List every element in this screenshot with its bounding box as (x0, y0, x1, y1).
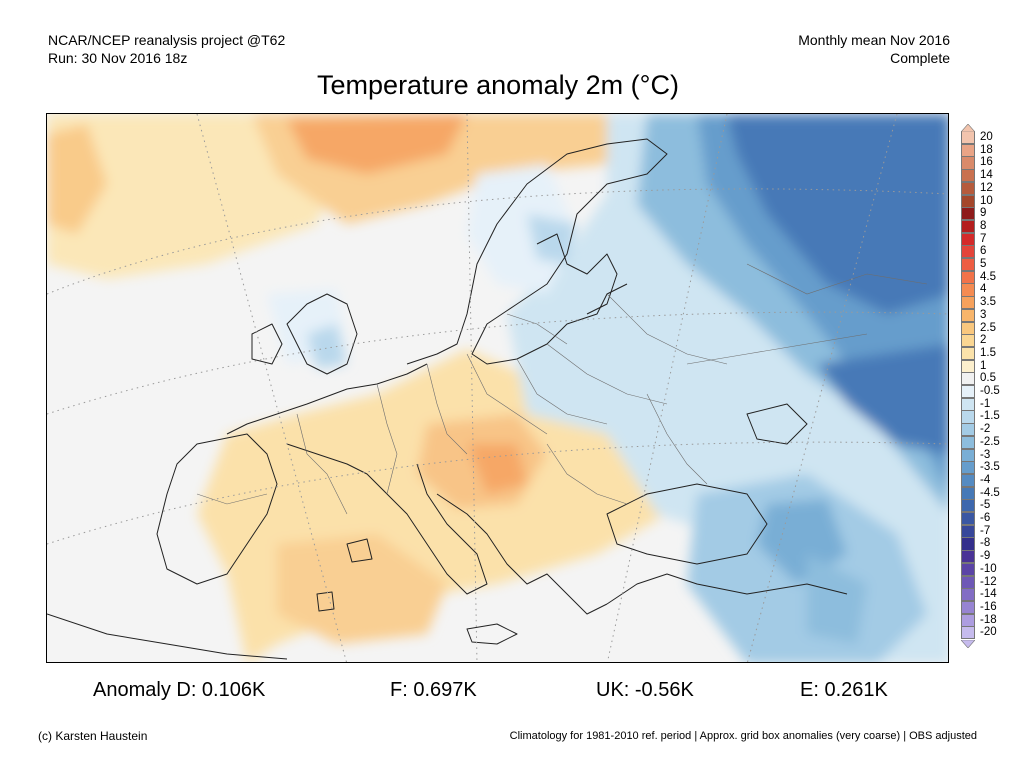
legend-swatch (961, 423, 975, 437)
legend-swatch (961, 613, 975, 627)
legend-label: -10 (980, 562, 997, 575)
legend-label: 1 (980, 359, 987, 372)
legend-swatch (961, 600, 975, 615)
legend-swatch (961, 486, 975, 500)
legend-swatch (961, 461, 975, 475)
legend-label: -1.5 (980, 410, 1000, 423)
legend-swatch (961, 194, 975, 208)
legend-swatch (961, 346, 975, 361)
legend-swatch (961, 258, 975, 272)
legend-label: 18 (980, 143, 993, 156)
legend-swatch (961, 550, 975, 564)
climatology-note: Climatology for 1981-2010 ref. period | … (509, 730, 977, 742)
legend-label: 2.5 (980, 321, 996, 334)
legend-label: -9 (980, 550, 991, 563)
legend-label: -14 (980, 588, 997, 601)
legend-label: 7 (980, 232, 987, 245)
legend-swatch (961, 588, 975, 602)
legend-label: -3 (980, 448, 991, 461)
graticule (47, 114, 948, 662)
legend-label: -5 (980, 499, 991, 512)
legend-swatch (961, 143, 975, 157)
legend-swatch (961, 207, 975, 221)
legend-swatch (961, 156, 975, 170)
anomaly-f: F: 0.697K (390, 679, 477, 701)
legend-label: -20 (980, 626, 997, 639)
legend-swatch (961, 512, 975, 526)
legend-swatch (961, 232, 975, 246)
legend-swatch (961, 385, 975, 399)
legend-swatch (961, 435, 975, 449)
legend-label: -7 (980, 524, 991, 537)
legend-swatch (961, 626, 975, 640)
legend-swatch (961, 397, 975, 411)
legend-label: 9 (980, 207, 987, 220)
legend-swatch (961, 410, 975, 424)
legend-swatch (961, 537, 975, 551)
legend-label: -12 (980, 575, 997, 588)
legend-swatch (961, 296, 975, 310)
legend-label: -16 (980, 600, 997, 613)
period-info: Monthly mean Nov 2016 (798, 32, 950, 48)
legend-label: -3.5 (980, 461, 1000, 474)
anomaly-uk: UK: -0.56K (596, 679, 694, 701)
legend-swatch (961, 219, 975, 234)
legend-swatch (961, 169, 975, 183)
legend-swatch (961, 270, 975, 284)
legend-swatch (961, 562, 975, 576)
legend-swatch (961, 499, 975, 513)
legend-label: 20 (980, 131, 993, 143)
legend-label: -4 (980, 473, 991, 486)
legend-label: -1 (980, 397, 991, 410)
legend-label: 14 (980, 169, 993, 182)
anomaly-d: Anomaly D: 0.106K (93, 679, 266, 701)
temperature-anomaly-map (46, 113, 949, 663)
legend-label: 6 (980, 245, 987, 258)
legend-label: -2.5 (980, 435, 1000, 448)
legend-arrow-up-icon (961, 124, 975, 132)
legend-label: 5 (980, 258, 987, 270)
map-title: Temperature anomaly 2m (°C) (317, 70, 679, 100)
legend-arrow-down-icon (961, 640, 975, 648)
legend-swatch (961, 131, 975, 145)
legend-swatch (961, 359, 975, 373)
legend-swatch (961, 575, 975, 589)
status-info: Complete (890, 50, 950, 66)
legend-swatch (961, 448, 975, 462)
run-info: Run: 30 Nov 2016 18z (48, 50, 188, 66)
legend-label: 1.5 (980, 346, 996, 359)
legend-swatch (961, 524, 975, 538)
legend-swatch (961, 334, 975, 348)
header-left: NCAR/NCEP reanalysis project @T62 Run: 3… (48, 31, 285, 67)
legend-label: 3.5 (980, 296, 996, 309)
legend-swatch (961, 181, 975, 195)
legend-label: 10 (980, 194, 993, 207)
legend-label: 0.5 (980, 372, 996, 385)
legend-label: 12 (980, 181, 993, 194)
header-right: Monthly mean Nov 2016 Complete (798, 31, 950, 67)
legend-label: 2 (980, 334, 987, 347)
legend-swatch (961, 372, 975, 386)
legend-label: -0.5 (980, 385, 1000, 397)
legend-label: 16 (980, 156, 993, 169)
legend-label: -8 (980, 537, 991, 550)
legend-label: -18 (980, 613, 997, 626)
copyright: (c) Karsten Haustein (38, 729, 148, 743)
legend-swatch (961, 245, 975, 259)
legend-label: -6 (980, 512, 991, 524)
legend-label: -4.5 (980, 486, 1000, 499)
legend-swatch (961, 308, 975, 322)
legend-label: 4.5 (980, 270, 996, 283)
legend-label: 8 (980, 219, 987, 232)
country-borders (196, 263, 928, 515)
legend-swatch (961, 321, 975, 335)
legend-swatch (961, 283, 975, 297)
legend-label: 4 (980, 283, 987, 296)
model-info: NCAR/NCEP reanalysis project @T62 (48, 32, 286, 48)
anomaly-e: E: 0.261K (800, 679, 888, 701)
legend-label: 3 (980, 308, 987, 321)
legend-label: -2 (980, 423, 991, 436)
coastlines (47, 138, 848, 660)
legend-swatch (961, 473, 975, 488)
